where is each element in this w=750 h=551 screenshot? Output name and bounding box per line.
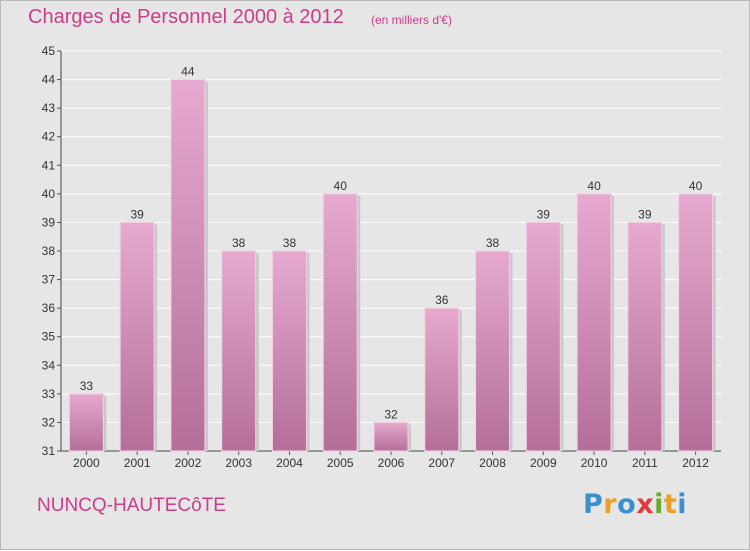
bar-value-label: 38 [486, 236, 500, 250]
bar [576, 193, 612, 452]
x-tick-label: 2008 [479, 456, 506, 470]
bar-value-label: 32 [384, 407, 398, 421]
y-tick-label: 39 [42, 215, 56, 229]
x-tick-label: 2004 [276, 456, 303, 470]
logo-letter: t [663, 489, 678, 520]
bar [170, 79, 206, 452]
bar [373, 421, 409, 452]
bar-value-label: 44 [181, 65, 195, 79]
bar-value-label: 33 [80, 379, 94, 393]
bar [475, 250, 511, 452]
y-tick-label: 43 [42, 101, 56, 115]
x-tick-label: 2010 [581, 456, 608, 470]
logo-letter: x [636, 489, 655, 520]
x-tick-label: 2012 [682, 456, 709, 470]
bar [678, 193, 714, 452]
y-tick-label: 33 [42, 387, 56, 401]
chart-title: Charges de Personnel 2000 à 2012 [28, 6, 344, 28]
bar-value-label: 39 [537, 207, 551, 221]
bar-value-label: 38 [232, 236, 246, 250]
x-tick-label: 2009 [530, 456, 557, 470]
bar [68, 393, 104, 452]
bar-value-label: 39 [130, 207, 144, 221]
x-tick-label: 2003 [225, 456, 252, 470]
bar [525, 221, 561, 452]
bar-value-label: 36 [435, 293, 449, 307]
logo-letter: i [677, 489, 688, 520]
y-tick-label: 36 [42, 301, 56, 315]
y-tick-label: 37 [42, 273, 56, 287]
y-tick-label: 45 [42, 44, 56, 58]
y-tick-label: 44 [42, 73, 56, 87]
bar [424, 307, 460, 452]
y-tick-label: 38 [42, 244, 56, 258]
bars-layer [68, 79, 716, 452]
x-tick-label: 2001 [124, 456, 151, 470]
bar [627, 221, 663, 452]
logo-letter: o [617, 489, 637, 520]
y-tick-label: 35 [42, 330, 56, 344]
y-tick-label: 34 [42, 358, 56, 372]
bar [221, 250, 257, 452]
y-tick-label: 32 [42, 415, 56, 429]
x-tick-label: 2000 [73, 456, 100, 470]
x-tick-label: 2005 [327, 456, 354, 470]
y-tick-label: 41 [42, 158, 56, 172]
bar [119, 221, 155, 452]
commune-name: NUNCQ-HAUTECôTE [37, 495, 226, 516]
bar-value-label: 39 [638, 207, 652, 221]
y-tick-label: 42 [42, 130, 56, 144]
chart-subtitle: (en milliers d'€) [371, 13, 452, 27]
x-tick-label: 2007 [428, 456, 455, 470]
bar-value-label: 40 [334, 179, 348, 193]
logo-letter: i [654, 489, 664, 520]
x-tick-label: 2011 [632, 456, 658, 470]
labels-layer: 33 2000 39 2001 44 2002 38 2003 38 2004 40 2005 32 20… [73, 65, 709, 470]
y-tick-label: 31 [42, 444, 56, 458]
proxiti-logo[interactable]: Proxiti [583, 489, 687, 520]
y-tick-label: 40 [42, 187, 56, 201]
x-tick-label: 2006 [378, 456, 405, 470]
bar-value-label: 38 [283, 236, 297, 250]
x-tick-label: 2002 [175, 456, 202, 470]
bar [271, 250, 307, 452]
grid-layer [61, 50, 721, 452]
bar [322, 193, 358, 452]
logo-letter: r [603, 489, 618, 520]
logo-letter: P [583, 489, 604, 520]
bar-value-label: 40 [689, 179, 703, 193]
bar-value-label: 40 [587, 179, 601, 193]
